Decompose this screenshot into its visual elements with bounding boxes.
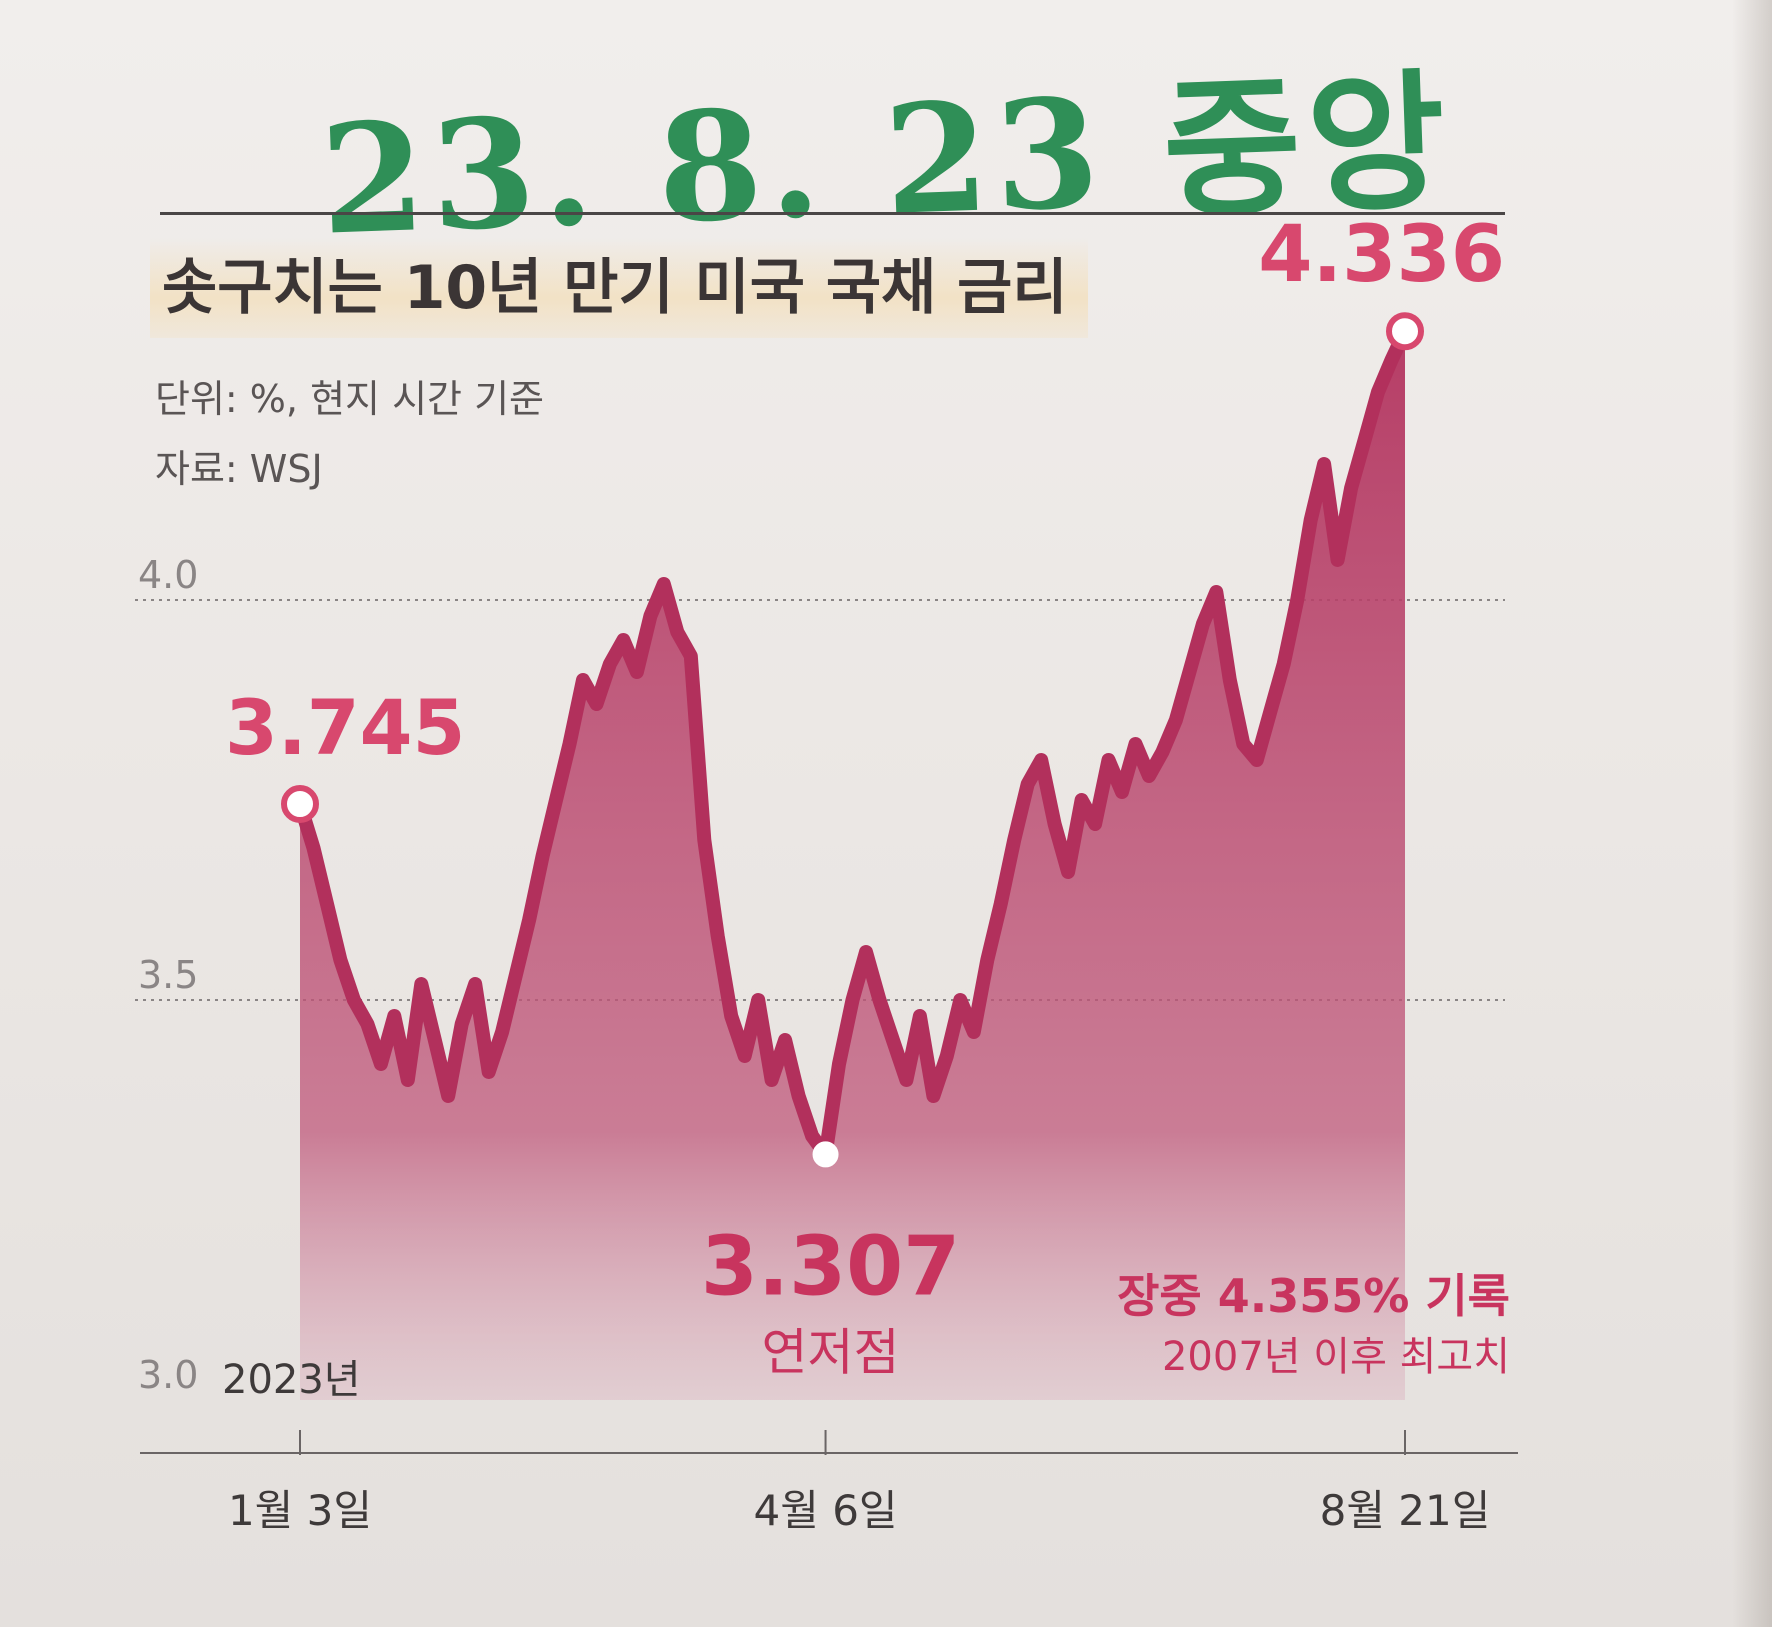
- low-point-marker: [812, 1141, 839, 1168]
- x-tick-label-2: 8월 21일: [1320, 1486, 1491, 1535]
- x-tick-label-0: 1월 3일: [228, 1486, 372, 1535]
- unit-note: 단위: %, 현지 시간 기준: [155, 377, 544, 421]
- low-value-label: 3.307: [701, 1219, 960, 1314]
- year-label: 2023년: [222, 1357, 361, 1403]
- source-note: 자료: WSJ: [155, 447, 323, 491]
- yield-area: [300, 331, 1405, 1401]
- top-rule: [160, 212, 1505, 215]
- end-note-label: 장중 4.355% 기록: [1117, 1269, 1510, 1323]
- title-highlight: 솟구치는 10년 만기 미국 국채 금리: [150, 238, 1088, 338]
- y-tick-label-0: 3.0: [138, 1353, 198, 1397]
- chart-title: 솟구치는 10년 만기 미국 국채 금리: [162, 253, 1068, 323]
- y-axis-ticks: 3.0 3.5 4.0: [138, 553, 198, 1397]
- end-note2-label: 2007년 이후 최고치: [1162, 1334, 1510, 1380]
- y-tick-label-1: 3.5: [138, 953, 198, 997]
- x-tick-label-1: 4월 6일: [754, 1486, 898, 1535]
- annotation-markers: 3.745 3.307 연저점 4.336 장중 4.355% 기록 2007년 이후 최…: [225, 210, 1510, 1381]
- start-point-marker: [281, 785, 319, 823]
- end-point-marker: [1386, 312, 1424, 351]
- y-tick-label-2: 4.0: [138, 553, 198, 597]
- x-axis-ticks: 1월 3일 4월 6일 8월 21일: [228, 1430, 1490, 1535]
- page-edge-shadow: [1732, 0, 1772, 1627]
- start-value-label: 3.745: [225, 683, 465, 772]
- low-note-label: 연저점: [762, 1323, 900, 1381]
- end-value-label: 4.336: [1258, 210, 1505, 300]
- yield-line: [293, 328, 1412, 1162]
